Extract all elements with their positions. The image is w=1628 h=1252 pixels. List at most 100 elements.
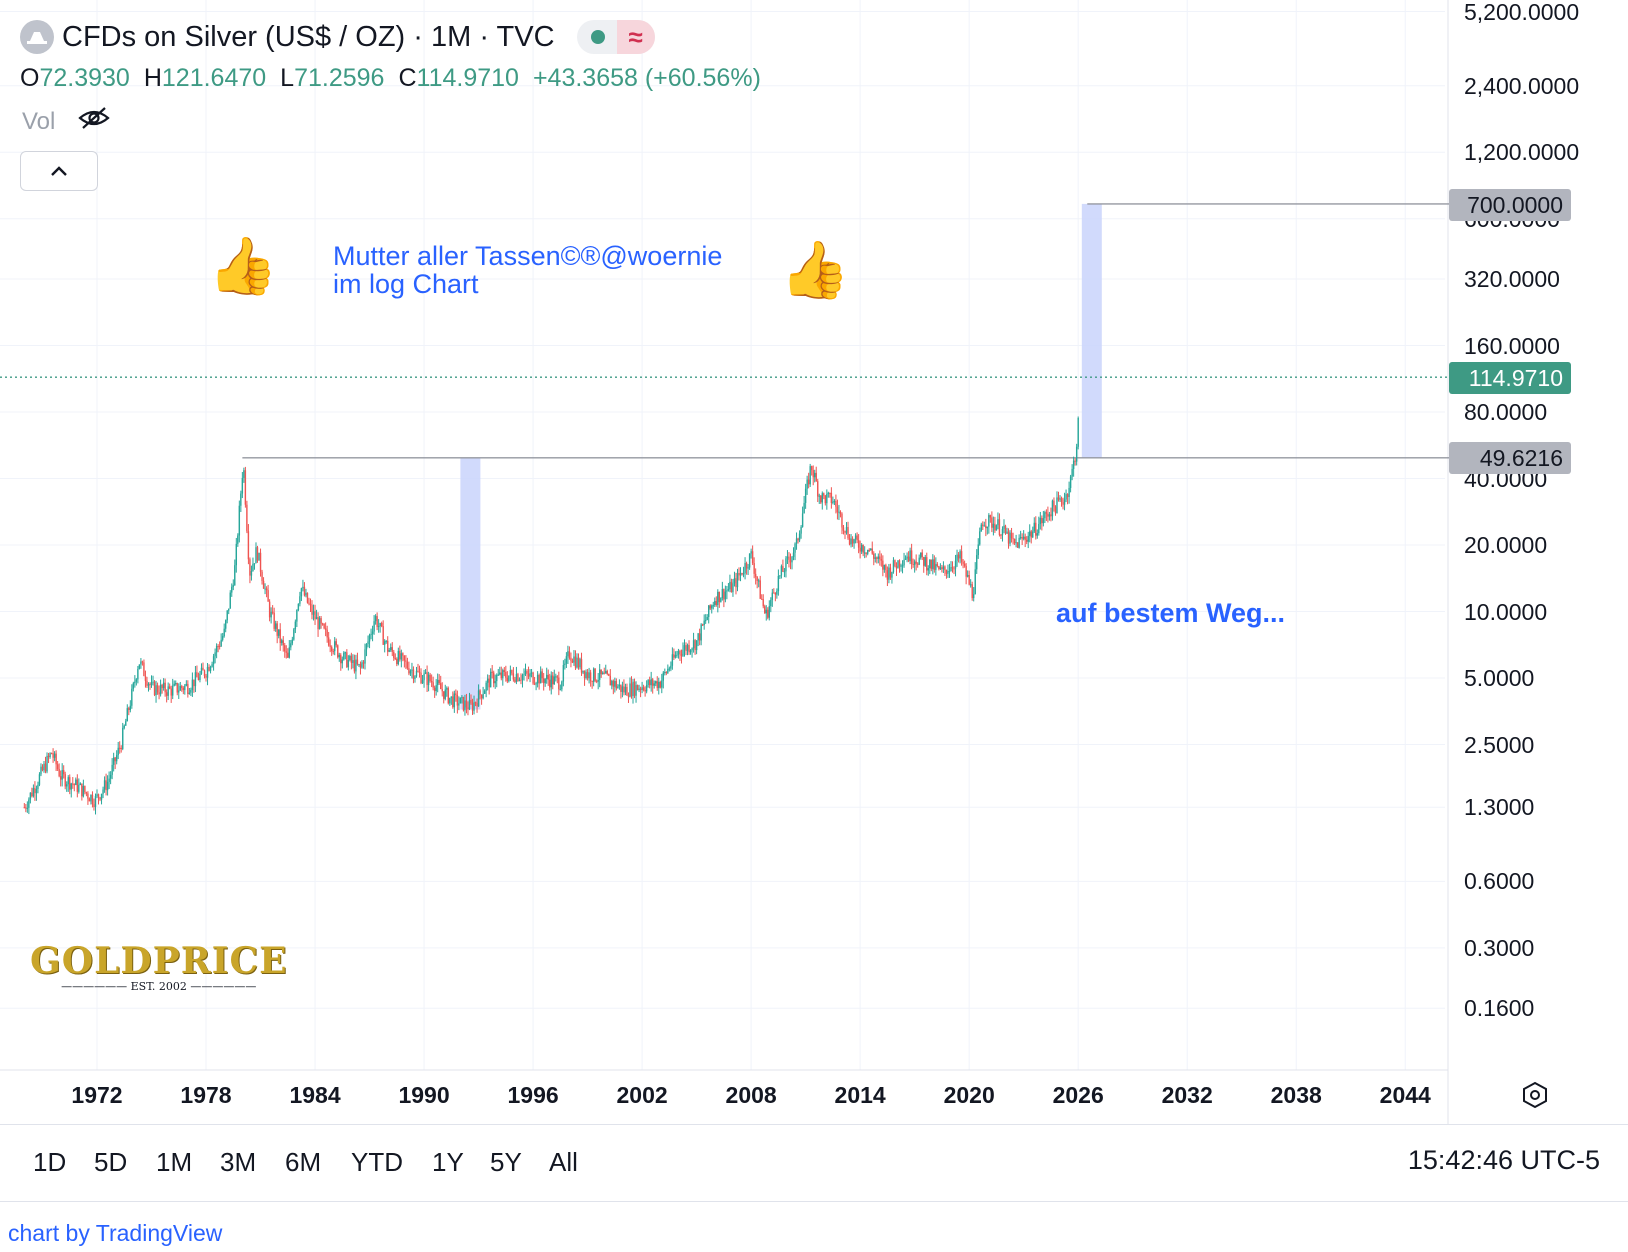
candle-body — [314, 611, 316, 620]
candle-body — [953, 568, 955, 570]
axis-settings-icon[interactable] — [1520, 1080, 1550, 1115]
candle-body — [585, 672, 587, 679]
candle-body — [1053, 500, 1055, 507]
highlight-box — [460, 457, 481, 710]
x-tick-label: 1972 — [71, 1082, 123, 1108]
high-label: H — [143, 64, 162, 92]
candle-body — [156, 685, 159, 693]
candle-body — [258, 552, 260, 561]
candle-body — [744, 563, 746, 574]
candle-body — [829, 492, 831, 494]
candle-body — [985, 525, 987, 529]
candle-body — [402, 653, 404, 656]
candle-body — [883, 564, 886, 570]
candle-body — [326, 629, 328, 638]
candle-body — [963, 563, 966, 566]
candle-body — [31, 792, 33, 797]
candle-body — [860, 544, 863, 552]
y-tick-label: 2.5000 — [1464, 731, 1535, 758]
candle-body — [173, 683, 175, 686]
candle-body — [933, 559, 936, 570]
candle-body — [1025, 539, 1028, 542]
candle-body — [380, 622, 383, 627]
collapse-legend-button[interactable] — [20, 151, 98, 191]
range-1y-button[interactable]: 1Y — [432, 1147, 464, 1177]
range-1m-button[interactable]: 1M — [156, 1147, 193, 1177]
candle-body — [35, 788, 38, 794]
range-5d-button[interactable]: 5D — [94, 1147, 128, 1177]
range-ytd-button[interactable]: YTD — [351, 1147, 403, 1177]
delayed-data-icon: ≈ — [616, 20, 655, 54]
candle-body — [352, 660, 354, 663]
candle-body — [700, 624, 702, 641]
candle-body — [1013, 538, 1016, 544]
candle-body — [191, 679, 194, 690]
candle-body — [32, 788, 35, 797]
candle-body — [34, 788, 36, 794]
eye-hidden-icon[interactable] — [77, 106, 111, 137]
candle-body — [87, 793, 89, 799]
candle-body — [394, 657, 396, 659]
candle-body — [957, 554, 960, 559]
candle-body — [751, 551, 754, 564]
chart-annotation-note[interactable]: auf bestem Weg... — [1056, 598, 1286, 628]
candle-body — [885, 564, 887, 571]
candle-body — [350, 655, 353, 663]
candle-body — [358, 664, 360, 666]
candle-body — [851, 538, 854, 544]
candle-body — [324, 628, 327, 630]
y-tick-label: 0.6000 — [1464, 868, 1535, 895]
range-all-button[interactable]: All — [549, 1147, 578, 1177]
candle-body — [344, 652, 347, 654]
candle-body — [93, 804, 95, 808]
candle-body — [125, 721, 127, 726]
candle-body — [701, 624, 704, 626]
candle-body — [75, 779, 77, 785]
candle-body — [81, 783, 83, 797]
x-tick-label: 2026 — [1052, 1082, 1104, 1108]
candle-body — [924, 557, 926, 566]
candle-body — [555, 676, 557, 678]
candle-body — [998, 519, 1001, 535]
candle-body — [149, 683, 151, 685]
candle-body — [264, 588, 266, 590]
candle-body — [237, 535, 239, 544]
range-3m-button[interactable]: 3M — [220, 1147, 257, 1177]
range-6m-button[interactable]: 6M — [285, 1147, 322, 1177]
candle-body — [847, 527, 849, 539]
chart-annotation-title[interactable]: Mutter aller Tassen©®@woernie im log Cha… — [333, 242, 722, 298]
tradingview-attribution-link[interactable]: chart by TradingView — [8, 1220, 223, 1246]
candle-body — [396, 658, 398, 665]
candle-body — [638, 688, 640, 691]
candle-body — [921, 552, 923, 558]
candle-body — [493, 672, 495, 684]
candle-body — [1045, 512, 1048, 514]
candle-body — [735, 578, 737, 588]
candle-body — [40, 766, 42, 775]
candle-body — [82, 785, 85, 797]
symbol-title[interactable]: CFDs on Silver (US$ / OZ) · 1M · TVC — [62, 20, 555, 53]
candle-body — [750, 551, 752, 554]
candle-body — [960, 551, 963, 562]
candle-body — [944, 566, 946, 571]
candle-body — [880, 559, 883, 561]
candle-body — [600, 669, 602, 675]
candle-body — [190, 689, 192, 693]
range-5y-button[interactable]: 5Y — [490, 1147, 522, 1177]
candle-body — [913, 561, 916, 565]
candle-body — [212, 656, 215, 665]
candle-body — [889, 567, 892, 578]
candle-body — [969, 584, 972, 586]
candle-body — [165, 692, 168, 696]
candle-body — [1015, 542, 1017, 544]
candle-body — [420, 672, 422, 684]
market-status-pill[interactable]: ≈ — [576, 20, 655, 54]
open-value: 72.3930 — [39, 64, 130, 92]
candle-body — [1039, 517, 1042, 525]
x-tick-label: 2044 — [1379, 1082, 1431, 1108]
candle-body — [371, 631, 374, 634]
candle-body — [559, 689, 562, 691]
range-1d-button[interactable]: 1D — [33, 1147, 67, 1177]
candle-body — [377, 626, 380, 628]
